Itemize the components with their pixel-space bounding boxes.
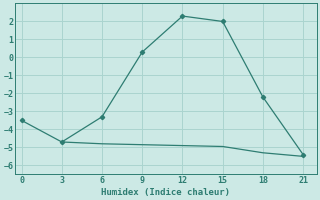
X-axis label: Humidex (Indice chaleur): Humidex (Indice chaleur) (101, 188, 230, 197)
